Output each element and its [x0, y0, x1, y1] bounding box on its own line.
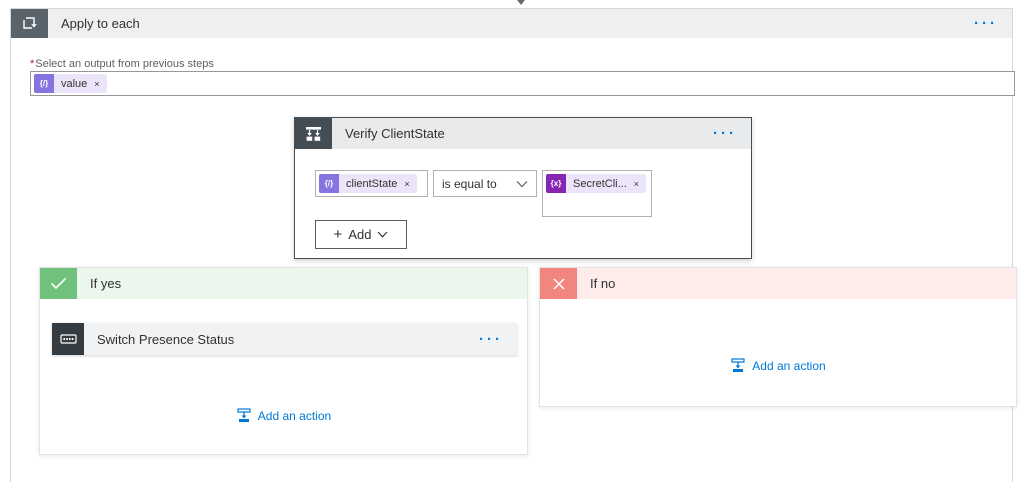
clientstate-token[interactable]: {/} clientState × — [319, 174, 417, 193]
value-token-remove-icon[interactable]: × — [94, 78, 100, 89]
secretclientstate-token[interactable]: {x} SecretCli... × — [546, 174, 647, 193]
secretclientstate-token-label: SecretCli... — [573, 177, 627, 190]
apply-to-each-scope: Apply to each ··· *Select an output from… — [10, 8, 1017, 482]
verify-clientstate-menu-button[interactable]: ··· — [713, 125, 737, 142]
condition-right-operand-input[interactable]: {x} SecretCli... × — [542, 170, 652, 217]
if-yes-title: If yes — [90, 276, 122, 291]
switch-presence-status-menu-button[interactable]: ··· — [479, 330, 503, 348]
apply-to-each-icon — [11, 9, 48, 38]
output-selector-input[interactable]: {/} value × — [30, 71, 1015, 96]
add-action-icon — [236, 408, 252, 423]
apply-to-each-header[interactable]: Apply to each ··· — [11, 9, 1012, 38]
chevron-down-icon — [516, 180, 528, 188]
apply-to-each-menu-button[interactable]: ··· — [974, 15, 998, 32]
variable-icon: {x} — [546, 174, 566, 193]
if-yes-branch: If yes Switch Presence Status ··· — [39, 267, 528, 455]
verify-clientstate-header[interactable]: Verify ClientState ··· — [295, 118, 751, 149]
value-token[interactable]: {/} value × — [34, 74, 107, 93]
condition-icon — [295, 118, 332, 149]
if-no-add-action-label: Add an action — [752, 358, 826, 373]
if-no-header[interactable]: If no — [540, 268, 1016, 299]
if-yes-add-action-label: Add an action — [257, 408, 332, 423]
operator-value: is equal to — [442, 176, 497, 191]
clientstate-token-remove-icon[interactable]: × — [404, 178, 410, 189]
secretclientstate-token-remove-icon[interactable]: × — [633, 178, 640, 189]
keyboard-icon — [52, 323, 84, 355]
if-no-branch: If no Add an action — [539, 267, 1017, 407]
verify-clientstate-title: Verify ClientState — [345, 126, 445, 141]
if-no-title: If no — [590, 276, 616, 291]
apply-to-each-title: Apply to each — [61, 16, 140, 31]
output-field-label: *Select an output from previous steps — [30, 58, 214, 70]
add-condition-button[interactable]: + Add — [315, 220, 407, 249]
close-icon — [540, 268, 577, 299]
connector-arrow-icon — [514, 0, 528, 5]
clientstate-token-label: clientState — [346, 177, 398, 190]
required-marker: * — [30, 58, 35, 70]
if-yes-header[interactable]: If yes — [40, 268, 527, 299]
plus-icon: + — [333, 226, 343, 243]
switch-presence-status-title: Switch Presence Status — [97, 331, 235, 347]
dynamic-content-icon: {/} — [319, 174, 339, 193]
operator-dropdown[interactable]: is equal to — [433, 170, 537, 197]
condition-left-operand-input[interactable]: {/} clientState × — [315, 170, 428, 197]
if-yes-add-action-link[interactable]: Add an action — [40, 408, 527, 423]
switch-presence-status-card[interactable]: Switch Presence Status ··· — [52, 323, 517, 355]
chevron-down-icon — [377, 231, 388, 238]
add-action-icon — [730, 358, 746, 373]
if-no-add-action-link[interactable]: Add an action — [540, 358, 1016, 373]
verify-clientstate-card[interactable]: Verify ClientState ··· {/} clientState ×… — [294, 117, 752, 259]
switch-presence-status-header[interactable]: Switch Presence Status ··· — [52, 323, 517, 355]
dynamic-content-icon: {/} — [34, 74, 54, 93]
add-button-label: Add — [348, 227, 372, 242]
value-token-label: value — [61, 77, 88, 90]
checkmark-icon — [40, 268, 77, 299]
